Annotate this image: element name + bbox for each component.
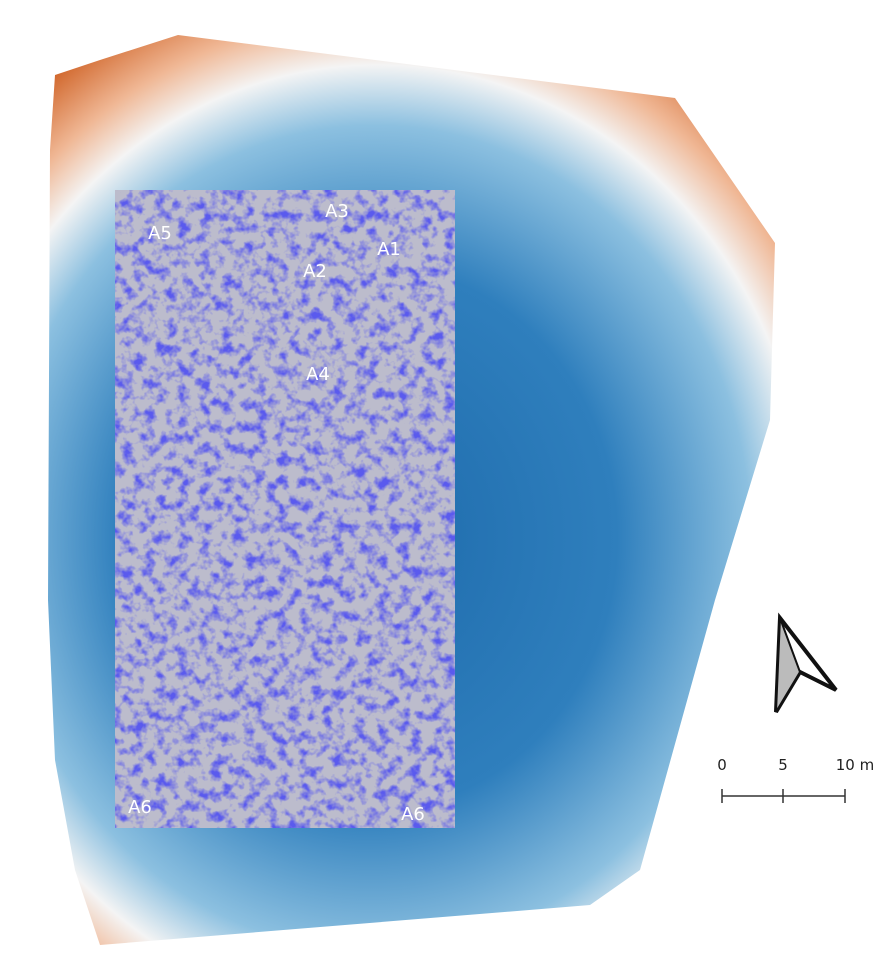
- map: A1 A2 A3 A4 A5 A6 A6 0 5 10 m: [0, 0, 891, 978]
- area-label: A6: [401, 804, 425, 825]
- area-label: A4: [306, 364, 330, 385]
- scale-bar: 0 5 10 m: [717, 756, 874, 803]
- north-arrow: [776, 618, 836, 712]
- area-label: A1: [377, 239, 401, 260]
- survey-grid: [115, 190, 455, 828]
- area-label: A2: [303, 261, 327, 282]
- area-label: A5: [148, 223, 172, 244]
- scale-label: 0: [717, 756, 727, 774]
- scale-label: 10 m: [836, 756, 874, 774]
- area-label: A3: [325, 201, 349, 222]
- scale-label: 5: [778, 756, 788, 774]
- area-label: A6: [128, 797, 152, 818]
